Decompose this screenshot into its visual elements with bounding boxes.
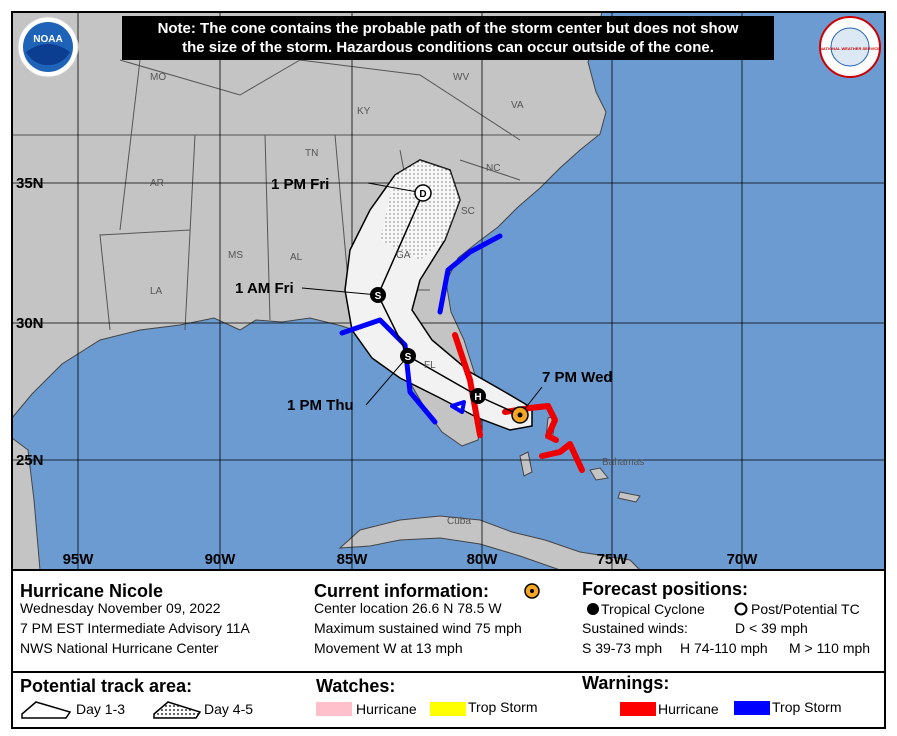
state-label: NC (486, 163, 500, 174)
hurricane-watch-swatch (316, 702, 352, 716)
day13-icon (21, 701, 72, 719)
track-label: 1 PM Fri (271, 176, 329, 193)
day13-label: Day 1-3 (76, 701, 125, 717)
state-label: AR (150, 178, 164, 189)
warnings-heading: Warnings: (582, 673, 669, 693)
state-label: FL (424, 360, 436, 371)
lat-label: 30N (16, 315, 44, 332)
hurricane-warning-label: Hurricane (658, 701, 719, 717)
current-location: Center location 26.6 N 78.5 W (314, 600, 502, 616)
forecast-s: S 39-73 mph (582, 640, 662, 656)
lat-label: 35N (16, 175, 44, 192)
track-area-heading: Potential track area: (20, 676, 192, 696)
state-label: WV (453, 72, 469, 83)
state-label: KY (357, 106, 371, 117)
ptc-icon (734, 602, 748, 616)
ts-watch-label: Trop Storm (468, 699, 538, 715)
marker-letter: D (419, 189, 426, 200)
current-movement: Movement W at 13 mph (314, 640, 463, 656)
forecast-m: M > 110 mph (789, 640, 870, 656)
state-label: MO (150, 72, 166, 83)
current-heading: Current information: (314, 581, 489, 601)
marker-letter: H (474, 392, 481, 403)
track-label: 1 PM Thu (287, 397, 354, 414)
place-label: Cuba (447, 516, 471, 527)
note-box (122, 16, 774, 60)
state-label: LA (150, 286, 163, 297)
current-wind: Maximum sustained wind 75 mph (314, 620, 522, 636)
storm-date: Wednesday November 09, 2022 (20, 600, 221, 616)
state-label: AL (290, 252, 303, 263)
center: NWS National Hurricane Center (20, 640, 219, 656)
storm-name: Hurricane Nicole (20, 581, 163, 601)
forecast-heading: Forecast positions: (582, 579, 748, 599)
note-line: the size of the storm. Hazardous conditi… (182, 39, 714, 56)
tc-icon (587, 603, 599, 615)
state-label: VA (511, 100, 524, 111)
lon-label: 75W (597, 551, 629, 568)
day45-label: Day 4-5 (204, 701, 253, 717)
track-label: 1 AM Fri (235, 280, 294, 297)
cone-day45 (380, 160, 460, 260)
advisory: 7 PM EST Intermediate Advisory 11A (20, 620, 250, 636)
state-label: GA (396, 250, 411, 261)
watches-heading: Watches: (316, 676, 395, 696)
state-label: SC (461, 206, 475, 217)
lon-label: 90W (205, 551, 237, 568)
forecast-tropical: Tropical Cyclone (601, 601, 705, 617)
marker-letter: S (375, 291, 382, 302)
lat-label: 25N (16, 452, 44, 469)
lon-label: 70W (727, 551, 759, 568)
ts-watch-swatch (430, 702, 466, 716)
hurricane-watch-label: Hurricane (356, 701, 417, 717)
noaa-logo: NOAA (17, 16, 79, 78)
land-cuba (338, 515, 642, 571)
noaa-text: NOAA (33, 34, 62, 45)
map: MO KY WV VA TN NC AR SC MS AL GA LA FL B… (11, 11, 885, 571)
forecast-winds: Sustained winds: (582, 620, 688, 636)
ts-warning-swatch (734, 701, 770, 715)
track-label: 7 PM Wed (542, 369, 613, 386)
lon-label: 80W (467, 551, 499, 568)
forecast-d: D < 39 mph (735, 620, 808, 636)
lon-label: 85W (337, 551, 369, 568)
forecast-h: H 74-110 mph (680, 640, 768, 656)
state-label: MS (228, 250, 243, 261)
hurricane-warning-swatch (620, 702, 656, 716)
nws-text: NATIONAL WEATHER SERVICE (820, 46, 880, 51)
lon-label: 95W (63, 551, 95, 568)
nws-logo: NATIONAL WEATHER SERVICE (819, 16, 881, 78)
place-label: Bahamas (602, 457, 644, 468)
note-line: Note: The cone contains the probable pat… (158, 20, 739, 37)
day45-icon (153, 701, 202, 719)
frame (11, 11, 886, 729)
ts-warning-label: Trop Storm (772, 699, 842, 715)
forecast-post: Post/Potential TC (751, 601, 860, 617)
position-markers: D S S H (370, 184, 529, 424)
marker-letter: S (405, 352, 412, 363)
current-icon-dot (530, 589, 534, 593)
state-label: TN (305, 148, 318, 159)
